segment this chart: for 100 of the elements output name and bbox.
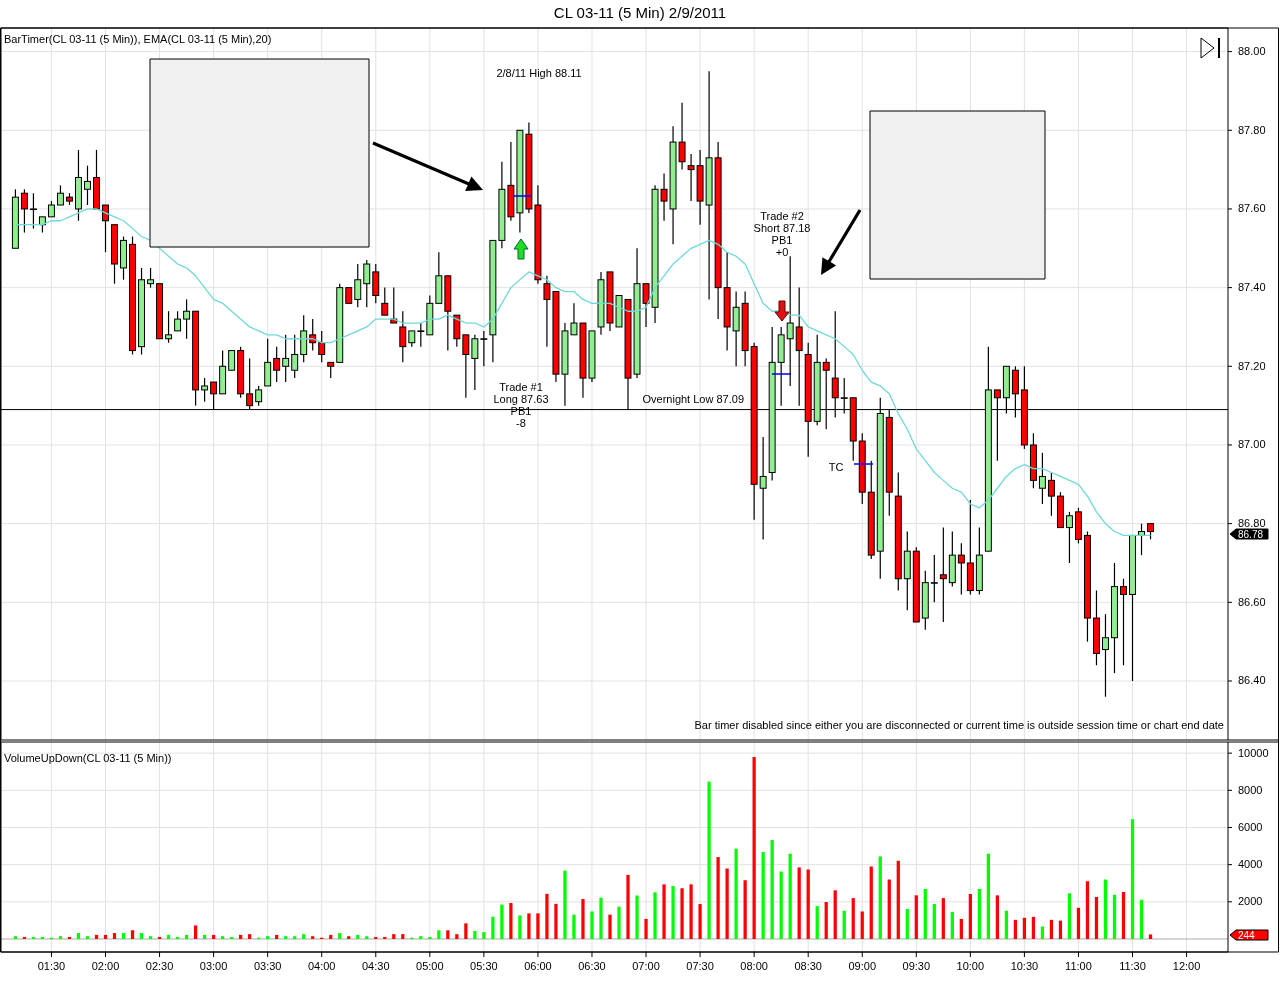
bar [707, 781, 711, 939]
bar [221, 936, 225, 939]
bar [662, 884, 666, 939]
y-tick-label: 86.80 [1238, 517, 1266, 530]
x-tick-label: 11:30 [1119, 960, 1146, 972]
bar [923, 889, 927, 939]
x-tick-label: 01:30 [37, 960, 66, 972]
bar [617, 906, 621, 939]
candlestick [1102, 613, 1109, 698]
bar [608, 914, 612, 939]
bar [806, 869, 810, 939]
bar [1094, 896, 1099, 939]
bar [824, 902, 828, 939]
bar [329, 934, 333, 939]
candlestick [201, 377, 209, 403]
candlestick [786, 255, 794, 387]
bar [103, 934, 108, 939]
bar [788, 853, 792, 939]
y-tick-label: 87.00 [1238, 438, 1266, 451]
candlestick [453, 314, 461, 348]
bar [94, 934, 99, 939]
bar [869, 866, 873, 939]
bar [1049, 919, 1054, 939]
bar [284, 936, 288, 939]
bar [959, 918, 963, 939]
candlestick [471, 334, 479, 391]
y-tick-label: 4000 [1238, 858, 1263, 871]
candlestick [363, 259, 371, 308]
bar [58, 936, 63, 939]
bar [193, 925, 198, 939]
bar [202, 934, 207, 939]
bar [365, 936, 369, 939]
x-tick-label: 04:00 [307, 960, 336, 972]
x-tick-label: 09:00 [848, 960, 877, 972]
bar [455, 934, 459, 939]
bar [725, 868, 729, 939]
candlestick [939, 526, 947, 623]
bar [401, 934, 405, 939]
chart-subtitle: BarTimer(CL 03-11 (5 Min)), EMA(CL 03-11 (5 Min),20) [4, 33, 272, 45]
candlestick [102, 204, 109, 253]
y-tick-label: 86.60 [1238, 595, 1266, 608]
y-tick-label: 87.20 [1238, 359, 1266, 372]
bar [1058, 920, 1063, 939]
candlestick [1065, 511, 1073, 564]
candlestick [282, 334, 290, 383]
annotation: Trade #2 Short 87.18 PB1 +0 [753, 210, 811, 258]
bar [509, 902, 513, 939]
candlestick [1047, 471, 1055, 517]
candlestick [462, 334, 470, 399]
bar [1076, 907, 1081, 939]
annotation: 2/8/11 High 88.11 [496, 67, 582, 79]
bar [941, 898, 945, 939]
candlestick [381, 287, 389, 316]
bar [491, 916, 495, 939]
candlestick [300, 314, 308, 363]
y-tick-label: 87.60 [1238, 202, 1266, 215]
bar [842, 910, 846, 939]
x-tick-label: 12:00 [1172, 960, 1201, 972]
bar [338, 933, 342, 939]
bar [797, 867, 801, 939]
bar [581, 899, 585, 939]
bar [302, 934, 306, 939]
candlestick [399, 310, 407, 363]
candlestick [1120, 578, 1127, 666]
bar [590, 911, 594, 939]
bar [464, 923, 468, 939]
bar [275, 934, 279, 939]
bar [473, 931, 477, 939]
bar [815, 906, 819, 939]
bar [950, 911, 954, 939]
bar [887, 879, 891, 939]
bar [1004, 910, 1008, 939]
bar [1148, 934, 1153, 939]
bar [139, 933, 144, 939]
annotation: TC [828, 461, 844, 473]
x-tick-label: 08:00 [740, 960, 768, 972]
bar [1130, 819, 1135, 939]
bar [1031, 916, 1036, 939]
bar [752, 757, 756, 939]
bar [851, 898, 855, 939]
bar [635, 895, 639, 939]
bar [1103, 879, 1108, 939]
bar [599, 897, 603, 939]
candlestick [795, 287, 803, 407]
candlestick [1038, 452, 1046, 505]
bar [437, 930, 441, 939]
bar [1013, 919, 1018, 939]
candlestick [354, 263, 362, 308]
bar [644, 918, 648, 939]
candlestick [174, 310, 182, 332]
bar [293, 936, 297, 939]
bar [1067, 893, 1072, 939]
bar [986, 853, 990, 939]
annotation: Bar timer disabled since either you are disconnected or current time is outside session time or chart end date [694, 719, 1224, 731]
candlestick [84, 165, 91, 206]
candlestick [372, 263, 380, 304]
x-tick-label: 10:30 [1010, 960, 1039, 972]
bar [977, 889, 981, 939]
x-tick-label: 02:30 [145, 960, 174, 972]
bar [482, 932, 486, 939]
